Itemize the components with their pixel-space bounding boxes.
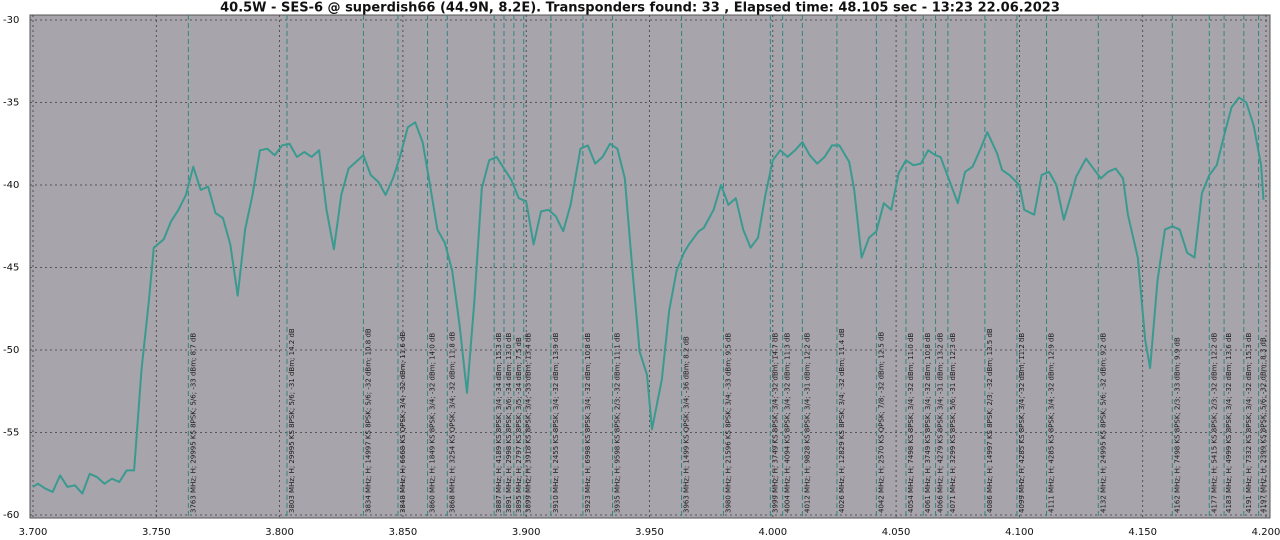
transponder-label: 4054 MHz; H; 7498 KS 8PSK; 3/4; -32 dBm;…	[907, 333, 915, 513]
transponder-label: 3923 MHz; H; 6998 KS 8PSK; 3/4; -32 dBm;…	[584, 333, 592, 513]
transponder-label: 3763 MHz; H; 29995 KS 8PSK; 5/6; -33 dBm…	[189, 333, 197, 513]
transponder-label: 4191 MHz; H; 7332 KS 8PSK; 3/4; -32 dBm;…	[1245, 333, 1253, 513]
transponder-label: 4132 MHz; H; 24995 KS 8PSK; 5/6; -32 dBm…	[1099, 333, 1107, 513]
x-tick-label: 4.200	[1252, 527, 1280, 538]
y-tick-label: -60	[3, 510, 19, 521]
transponder-label: 4162 MHz; H; 7498 KS 8PSK; 2/3; -33 dBm;…	[1173, 337, 1181, 513]
x-tick-label: 4.150	[1128, 527, 1157, 538]
transponder-label: 3868 MHz; H; 3254 KS QPSK; 3/4; -32 dBm;…	[448, 331, 456, 513]
y-tick-label: -30	[3, 15, 19, 26]
transponder-label: 4111 MHz; H; 4285 KS 8PSK; 3/4; -32 dBm;…	[1048, 333, 1056, 513]
transponder-label: 4197 MHz; H; 2399 KS 8PSK; 5/6; -32 dBm;…	[1260, 337, 1268, 513]
transponder-label: 3980 MHz; H; 21596 KS 8PSK; 3/4; -33 dBm…	[724, 333, 732, 513]
transponder-label: 3848 MHz; H; 6668 KS QPSK; 3/4; -32 dBm;…	[399, 331, 407, 513]
transponder-label: 4099 MHz; H; 4285 KS 8PSK; 3/4; -32 dBm;…	[1018, 333, 1026, 513]
y-tick-label: -45	[3, 263, 19, 274]
x-tick-label: 3.700	[19, 527, 48, 538]
chart-title: 40.5W - SES-6 @ superdish66 (44.9N, 8.2E…	[220, 1, 1060, 16]
x-tick-label: 3.800	[265, 527, 294, 538]
transponder-label: 3891 MHz; H; 2998 KS 8PSK; 5/6; -34 dBm;…	[505, 333, 513, 513]
transponder-label: 4177 MHz; H; 5415 KS 8PSK; 2/3; -32 dBm;…	[1210, 333, 1218, 513]
transponder-label: 4066 MHz; H; 4279 KS 8PSK; 3/4; -31 dBm;…	[937, 333, 945, 513]
transponder-label: 4071 MHz; H; 3299 KS 8PSK; 5/6; -31 dBm;…	[949, 333, 957, 513]
transponder-label: 4004 MHz; H; 4094 KS 8PSK; 3/4; -32 dBm;…	[784, 333, 792, 513]
x-tick-label: 4.000	[758, 527, 787, 538]
transponder-label: 4042 MHz; H; 2570 KS QPSK; 7/8; -32 dBm;…	[877, 331, 885, 513]
transponder-label: 4086 MHz; H; 14997 KS 8PSK; 2/3; -32 dBm…	[986, 328, 994, 513]
x-tick-label: 3.750	[142, 527, 171, 538]
plot-area	[29, 14, 1271, 519]
x-tick-label: 3.900	[512, 527, 541, 538]
transponder-label: 4061 MHz; H; 3749 KS 8PSK; 3/4; -32 dBm;…	[924, 333, 932, 513]
transponder-label: 3860 MHz; H; 1849 KS 8PSK; 3/4; -32 dBm;…	[429, 333, 437, 513]
spectrum-line	[32, 96, 1265, 495]
transponder-label: 4183 MHz; H; 4999 KS 8PSK; 3/4; -32 dBm;…	[1225, 333, 1233, 513]
transponder-label: 4026 MHz; H; 12829 KS 8PSK; 3/4; -32 dBm…	[838, 328, 846, 513]
transponder-label: 4012 MHz; H; 9828 KS 8PSK; 3/4; -31 dBm;…	[803, 333, 811, 513]
transponder-label: 3895 MHz; H; 2797 KS 8PSK; 3/5; -34 dBm;…	[515, 337, 523, 513]
transponder-label: 3935 MHz; H; 9598 KS 8PSK; 2/3; -32 dBm;…	[614, 333, 622, 513]
x-tick-label: 3.850	[389, 527, 418, 538]
y-tick-label: -35	[3, 98, 19, 109]
transponder-label: 3999 MHz; H; 3749 KS 8PSK; 3/4; -32 dBm;…	[771, 333, 779, 513]
transponder-label: 3910 MHz; H; 2455 KS 8PSK; 3/4; -32 dBm;…	[552, 333, 560, 513]
y-tick-label: -50	[3, 345, 19, 356]
transponder-label: 3899 MHz; H; 3918 KS 8PSK; 3/4; -33 dBm;…	[525, 333, 533, 513]
y-tick-label: -40	[3, 180, 19, 191]
transponder-label: 3887 MHz; H; 4189 KS 8PSK; 3/4; -34 dBm;…	[495, 333, 503, 513]
x-tick-label: 4.100	[1005, 527, 1034, 538]
transponder-label: 3834 MHz; H; 14997 KS 8PSK; 5/6; -32 dBm…	[364, 328, 372, 513]
x-tick-label: 3.950	[635, 527, 664, 538]
y-tick-label: -55	[3, 428, 19, 439]
transponder-label: 3803 MHz; H; 29995 KS 8PSK; 5/6; -31 dBm…	[288, 328, 296, 513]
transponder-label: 3963 MHz; H; 1499 KS QPSK; 3/4; -36 dBm;…	[683, 336, 691, 513]
x-tick-label: 4.050	[882, 527, 911, 538]
